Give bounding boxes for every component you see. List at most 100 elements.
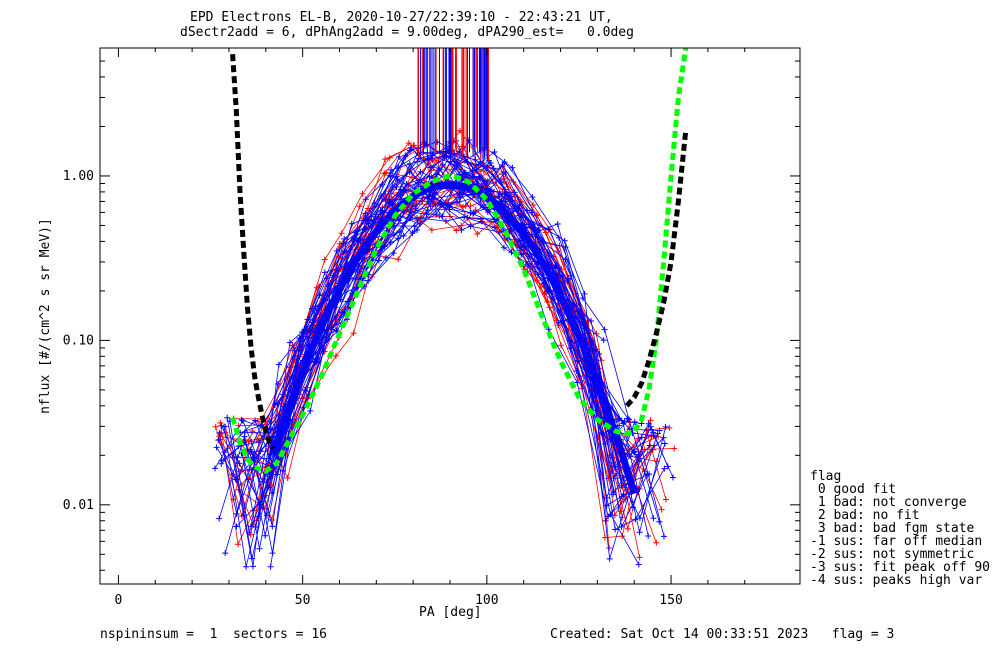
blue-point — [581, 325, 588, 332]
red-point — [606, 544, 613, 551]
red-point — [395, 256, 402, 263]
blue-trace — [255, 147, 637, 528]
blue-point — [425, 155, 432, 162]
blue-point — [375, 257, 382, 264]
blue-point — [371, 200, 378, 207]
blue-point — [341, 235, 348, 242]
blue-point — [632, 516, 639, 523]
blue-point — [330, 272, 337, 279]
blue-point — [646, 442, 653, 449]
legend-entry: -1 sus: far off median — [810, 534, 983, 549]
blue-point — [429, 152, 436, 159]
blue-point — [233, 476, 240, 483]
red-point — [249, 428, 256, 435]
blue-point — [567, 272, 574, 279]
blue-point — [249, 555, 256, 562]
blue-point — [255, 513, 262, 520]
blue-point — [564, 275, 571, 282]
blue-point — [654, 430, 661, 437]
blue-point — [427, 164, 434, 171]
blue-point — [646, 471, 653, 478]
legend-entry: -3 sus: fit peak off 90 — [810, 560, 991, 575]
blue-point — [537, 222, 544, 229]
blue-point — [509, 164, 516, 171]
blue-point — [470, 174, 477, 181]
legend-entry: 1 bad: not converge — [810, 495, 967, 510]
blue-point — [482, 179, 489, 186]
blue-point — [252, 524, 259, 531]
legend-entry: 3 bad: bad fgm state — [810, 521, 975, 536]
red-point — [289, 342, 296, 349]
blue-point — [515, 237, 522, 244]
blue-point — [243, 563, 250, 570]
red-point — [405, 140, 412, 147]
blue-point — [534, 263, 541, 270]
red-point — [446, 213, 453, 220]
blue-point — [240, 512, 247, 519]
blue-point — [480, 204, 487, 211]
blue-point — [602, 517, 609, 524]
blue-point — [403, 180, 410, 187]
blue-point — [213, 444, 220, 451]
blue-point — [457, 194, 464, 201]
red-point — [254, 418, 261, 425]
blue-point — [656, 518, 663, 525]
blue-point — [218, 460, 225, 467]
legend-title: flag — [810, 469, 842, 484]
footer-right: Created: Sat Oct 14 00:33:51 2023 flag =… — [550, 627, 895, 642]
blue-point — [224, 414, 231, 421]
blue-point — [660, 533, 667, 540]
blue-point — [409, 230, 416, 237]
blue-point — [612, 526, 619, 533]
blue-point — [362, 210, 369, 217]
y-axis-label: nflux [#/(cm^2 s sr MeV)] — [38, 218, 53, 414]
blue-point — [300, 404, 307, 411]
blue-point — [340, 240, 347, 247]
red-point — [619, 533, 626, 540]
blue-point — [285, 435, 292, 442]
blue-point — [414, 214, 421, 221]
blue-point — [362, 218, 369, 225]
blue-point — [465, 137, 472, 144]
blue-point — [407, 215, 414, 222]
red-point — [338, 230, 345, 237]
blue-point — [274, 381, 281, 388]
red-point — [350, 330, 357, 337]
plot-area — [211, 48, 689, 570]
blue-point — [286, 339, 293, 346]
blue-point — [610, 489, 617, 496]
red-point — [356, 203, 363, 210]
blue-point — [424, 195, 431, 202]
blue-point — [552, 265, 559, 272]
blue-point — [500, 244, 507, 251]
blue-point — [524, 260, 531, 267]
blue-point — [650, 515, 657, 522]
blue-point — [543, 288, 550, 295]
blue-point — [241, 433, 248, 440]
red-point — [653, 539, 660, 546]
footer-left: nspininsum = 1 sectors = 16 — [100, 627, 327, 642]
blue-point — [273, 471, 280, 478]
blue-point — [343, 261, 350, 268]
blue-point — [624, 415, 631, 422]
blue-point — [361, 265, 368, 272]
blue-point — [523, 207, 530, 214]
fit-series-0 — [230, 54, 276, 450]
blue-point — [313, 355, 320, 362]
blue-point — [453, 199, 460, 206]
blue-point — [528, 231, 535, 238]
blue-point — [554, 221, 561, 228]
blue-point — [400, 232, 407, 239]
blue-point — [574, 357, 581, 364]
blue-point — [439, 213, 446, 220]
blue-point — [496, 229, 503, 236]
blue-point — [233, 523, 240, 530]
blue-point — [216, 515, 223, 522]
blue-point — [635, 561, 642, 568]
blue-point — [438, 200, 445, 207]
blue-point — [263, 512, 270, 519]
blue-point — [516, 212, 523, 219]
blue-point — [469, 167, 476, 174]
blue-point — [377, 207, 384, 214]
